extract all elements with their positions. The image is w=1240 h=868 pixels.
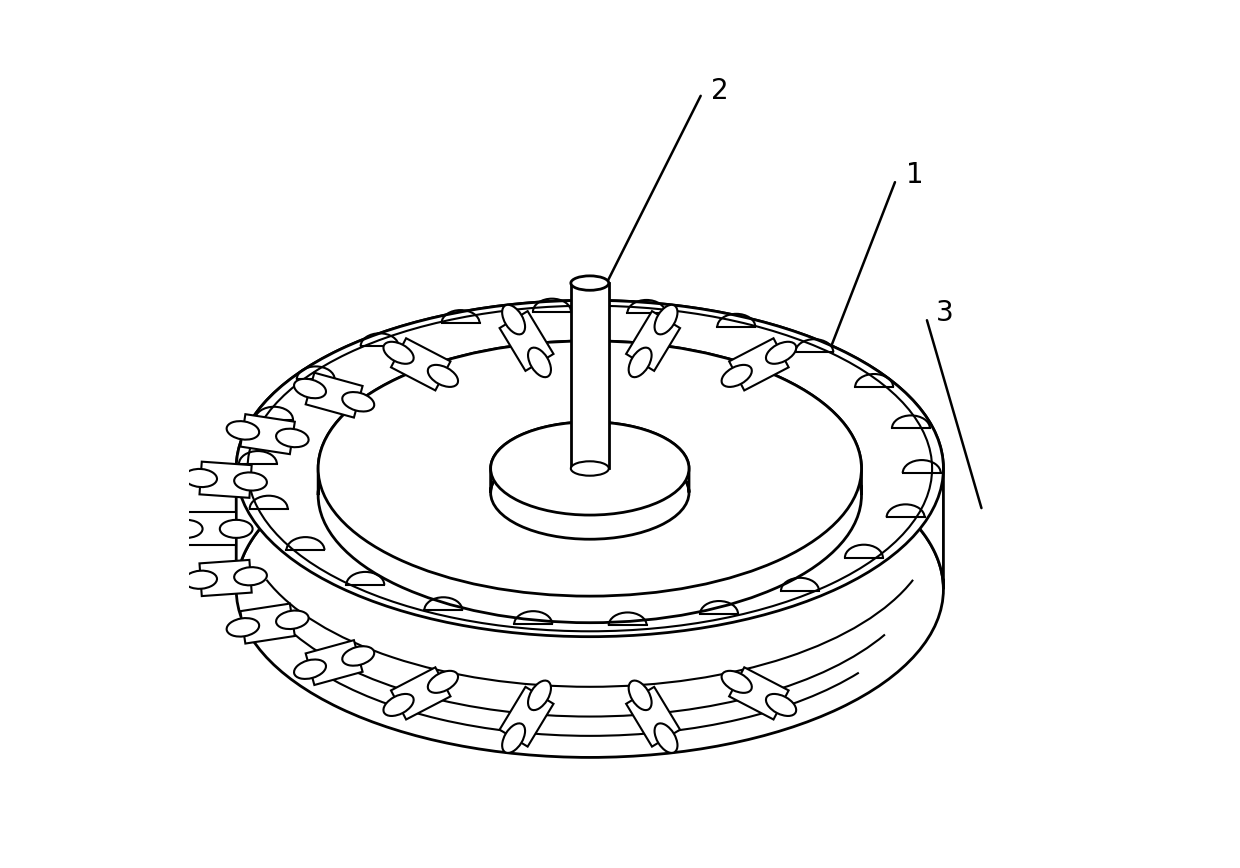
Ellipse shape (428, 365, 458, 387)
Ellipse shape (528, 347, 551, 378)
Ellipse shape (227, 421, 259, 439)
Ellipse shape (766, 342, 796, 364)
Ellipse shape (491, 422, 689, 515)
Ellipse shape (491, 446, 689, 539)
Polygon shape (500, 311, 553, 371)
Ellipse shape (277, 429, 309, 447)
Ellipse shape (342, 647, 374, 666)
Text: 1: 1 (906, 161, 924, 189)
Polygon shape (241, 414, 295, 454)
Polygon shape (236, 300, 944, 589)
Ellipse shape (319, 341, 862, 596)
Polygon shape (200, 462, 252, 498)
Ellipse shape (236, 300, 944, 636)
Polygon shape (491, 422, 689, 493)
Ellipse shape (248, 306, 932, 631)
Polygon shape (570, 283, 609, 469)
Ellipse shape (236, 421, 944, 758)
Polygon shape (729, 339, 789, 391)
Ellipse shape (528, 681, 551, 710)
Polygon shape (306, 641, 362, 685)
Ellipse shape (570, 461, 609, 476)
Polygon shape (626, 687, 680, 746)
Ellipse shape (234, 567, 267, 585)
Polygon shape (391, 667, 450, 720)
Ellipse shape (277, 610, 309, 629)
Ellipse shape (570, 276, 609, 290)
Polygon shape (626, 311, 680, 371)
Ellipse shape (502, 723, 525, 753)
Ellipse shape (502, 305, 525, 334)
Ellipse shape (219, 520, 253, 538)
Ellipse shape (383, 342, 414, 364)
Polygon shape (729, 667, 789, 720)
Polygon shape (306, 372, 362, 418)
Ellipse shape (294, 660, 326, 679)
Ellipse shape (170, 520, 202, 538)
Ellipse shape (655, 723, 677, 753)
Ellipse shape (234, 472, 267, 490)
Ellipse shape (185, 570, 217, 589)
Ellipse shape (383, 694, 414, 716)
Polygon shape (391, 339, 450, 391)
Ellipse shape (428, 671, 458, 693)
Ellipse shape (629, 347, 651, 378)
Polygon shape (186, 512, 236, 545)
Ellipse shape (342, 392, 374, 411)
Ellipse shape (722, 365, 751, 387)
Polygon shape (241, 603, 295, 643)
Text: 2: 2 (711, 76, 728, 105)
Ellipse shape (722, 671, 751, 693)
Polygon shape (500, 687, 553, 746)
Ellipse shape (227, 618, 259, 636)
Ellipse shape (766, 694, 796, 716)
Ellipse shape (279, 321, 900, 616)
Ellipse shape (319, 367, 862, 622)
Text: 3: 3 (936, 299, 954, 327)
Polygon shape (319, 341, 862, 495)
Ellipse shape (629, 681, 651, 710)
Ellipse shape (185, 469, 217, 487)
Ellipse shape (655, 305, 677, 334)
Ellipse shape (294, 378, 326, 398)
Polygon shape (200, 560, 252, 596)
